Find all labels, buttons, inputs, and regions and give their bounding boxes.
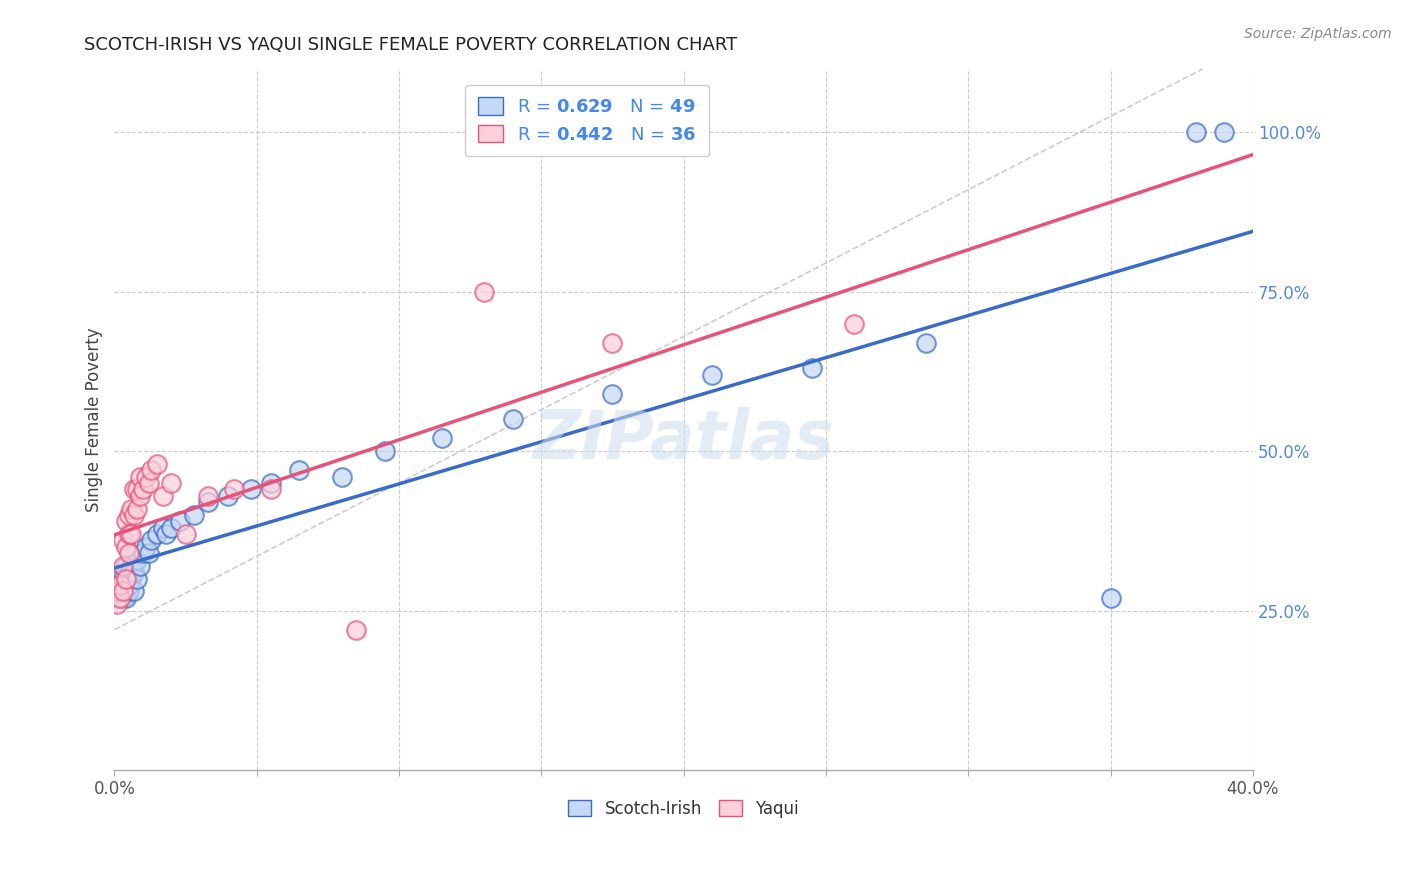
Point [117, 546, 139, 560]
Point [111, 584, 134, 599]
Point [121, 527, 143, 541]
Point [1185, 125, 1208, 139]
Point [260, 483, 283, 497]
Point [222, 483, 245, 497]
Point [105, 597, 128, 611]
Point [108, 584, 131, 599]
Point [124, 584, 146, 599]
Point [914, 335, 936, 350]
Point [127, 501, 149, 516]
Point [129, 558, 152, 573]
Point [141, 463, 163, 477]
Point [800, 361, 823, 376]
Text: Source: ZipAtlas.com: Source: ZipAtlas.com [1244, 27, 1392, 41]
Point [124, 566, 146, 580]
Point [160, 521, 183, 535]
Point [105, 591, 128, 605]
Point [135, 540, 157, 554]
Point [602, 386, 624, 401]
Point [1213, 125, 1236, 139]
Point [152, 489, 174, 503]
Point [108, 591, 131, 605]
Point [129, 469, 152, 483]
Point [124, 508, 146, 522]
Point [374, 444, 396, 458]
Point [217, 489, 239, 503]
Point [430, 431, 453, 445]
Point [108, 578, 131, 592]
Point [117, 508, 139, 522]
Point [114, 584, 136, 599]
Point [146, 527, 169, 541]
Point [114, 591, 136, 605]
Point [121, 572, 143, 586]
Point [117, 527, 139, 541]
Point [121, 501, 143, 516]
Point [502, 412, 524, 426]
Point [124, 483, 146, 497]
Legend: Scotch-Irish, Yaqui: Scotch-Irish, Yaqui [561, 794, 806, 825]
Text: ZIPatlas: ZIPatlas [533, 408, 835, 474]
Point [114, 540, 136, 554]
Point [155, 527, 177, 541]
Point [127, 483, 149, 497]
Point [105, 578, 128, 592]
Point [240, 483, 263, 497]
Point [127, 572, 149, 586]
Point [121, 558, 143, 573]
Point [197, 489, 219, 503]
Point [288, 463, 311, 477]
Text: SCOTCH-IRISH VS YAQUI SINGLE FEMALE POVERTY CORRELATION CHART: SCOTCH-IRISH VS YAQUI SINGLE FEMALE POVE… [84, 36, 738, 54]
Point [132, 483, 155, 497]
Point [138, 476, 160, 491]
Point [114, 572, 136, 586]
Point [160, 476, 183, 491]
Point [117, 584, 139, 599]
Point [141, 533, 163, 548]
Point [114, 558, 136, 573]
Point [111, 578, 134, 592]
Point [135, 469, 157, 483]
Point [108, 591, 131, 605]
Point [117, 566, 139, 580]
Point [146, 457, 169, 471]
Point [111, 591, 134, 605]
Point [700, 368, 723, 382]
Point [260, 476, 283, 491]
Point [114, 514, 136, 528]
Y-axis label: Single Female Poverty: Single Female Poverty [86, 327, 103, 512]
Point [197, 495, 219, 509]
Point [132, 546, 155, 560]
Point [111, 572, 134, 586]
Point [152, 521, 174, 535]
Point [138, 546, 160, 560]
Point [117, 578, 139, 592]
Point [105, 584, 128, 599]
Point [108, 572, 131, 586]
Point [127, 552, 149, 566]
Point [111, 558, 134, 573]
Point [105, 584, 128, 599]
Point [129, 489, 152, 503]
Point [174, 527, 197, 541]
Point [111, 533, 134, 548]
Point [169, 514, 191, 528]
Point [474, 285, 496, 299]
Point [602, 335, 624, 350]
Point [183, 508, 205, 522]
Point [844, 317, 866, 331]
Point [330, 469, 353, 483]
Point [111, 584, 134, 599]
Point [1099, 591, 1122, 605]
Point [344, 623, 367, 637]
